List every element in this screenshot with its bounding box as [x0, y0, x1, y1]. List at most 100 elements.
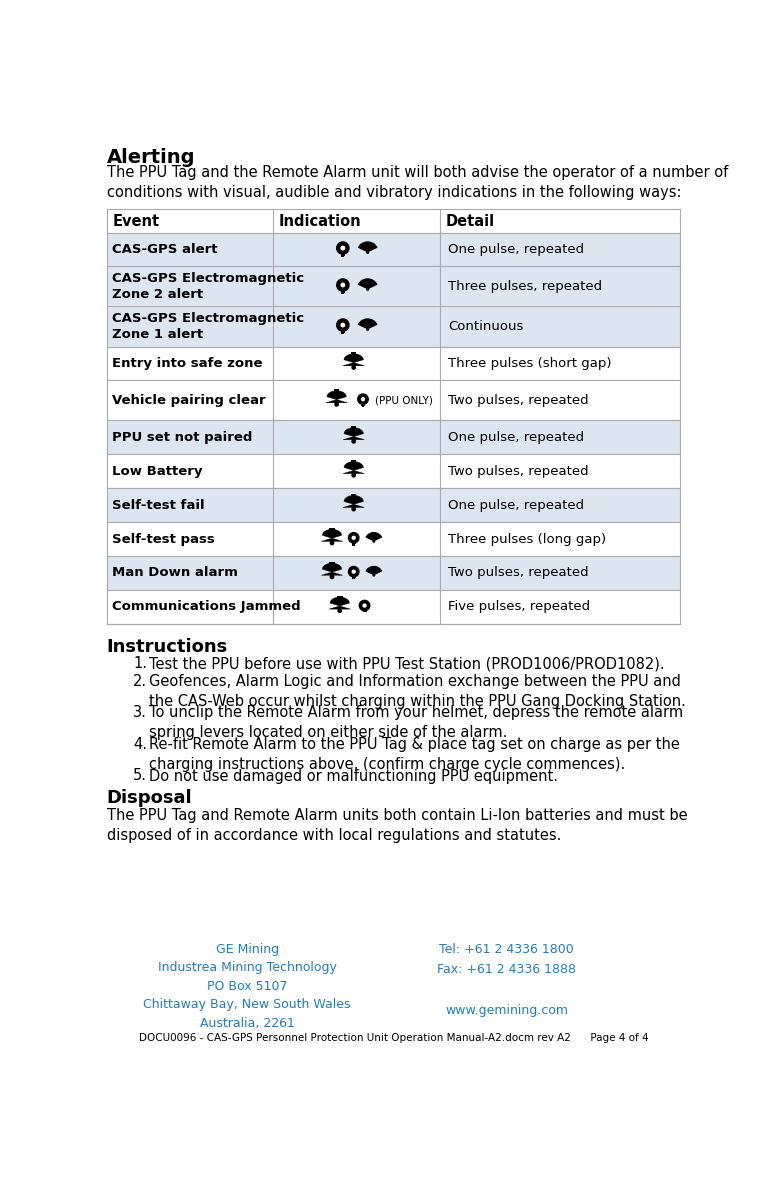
Circle shape: [366, 252, 369, 253]
Circle shape: [353, 536, 355, 540]
Bar: [337, 595, 343, 598]
Circle shape: [349, 567, 359, 576]
Bar: [107, 455, 680, 488]
Bar: [351, 461, 356, 462]
Circle shape: [359, 600, 369, 611]
Bar: [107, 420, 680, 455]
Bar: [353, 541, 355, 543]
Text: Re-fit Remote Alarm to the PPU Tag & place tag set on charge as per the
charging: Re-fit Remote Alarm to the PPU Tag & pla…: [149, 737, 680, 771]
Text: Disposal: Disposal: [107, 789, 193, 808]
Circle shape: [336, 279, 349, 291]
Bar: [107, 346, 680, 380]
Text: One pulse, repeated: One pulse, repeated: [448, 243, 584, 256]
Bar: [353, 575, 355, 576]
Text: Geofences, Alarm Logic and Information exchange between the PPU and
the CAS-Web : Geofences, Alarm Logic and Information e…: [149, 674, 686, 709]
PathPatch shape: [321, 563, 343, 575]
Circle shape: [363, 605, 366, 607]
Circle shape: [352, 508, 356, 511]
Circle shape: [352, 439, 356, 443]
Bar: [351, 426, 356, 429]
Circle shape: [353, 570, 355, 573]
PathPatch shape: [343, 354, 364, 366]
Bar: [329, 528, 335, 530]
Bar: [334, 390, 339, 391]
Circle shape: [366, 288, 369, 291]
Bar: [107, 209, 680, 233]
Text: Self-test pass: Self-test pass: [112, 533, 215, 546]
Bar: [107, 380, 680, 420]
Text: DOCU0096 - CAS-GPS Personnel Protection Unit Operation Manual-A2.docm rev A2    : DOCU0096 - CAS-GPS Personnel Protection …: [139, 1033, 648, 1043]
Text: Test the PPU before use with PPU Test Station (PROD1006/PROD1082).: Test the PPU before use with PPU Test St…: [149, 657, 664, 671]
Circle shape: [358, 394, 368, 404]
Circle shape: [362, 398, 365, 400]
Text: Low Battery: Low Battery: [112, 465, 203, 478]
Text: Two pulses, repeated: Two pulses, repeated: [448, 465, 588, 478]
PathPatch shape: [321, 529, 343, 541]
Text: 5.: 5.: [133, 769, 147, 783]
PathPatch shape: [343, 496, 364, 508]
Circle shape: [341, 324, 345, 327]
Text: The PPU Tag and Remote Alarm units both contain Li-Ion batteries and must be
dis: The PPU Tag and Remote Alarm units both …: [107, 808, 687, 843]
Text: Tel: +61 2 4336 1800
Fax: +61 2 4336 1888

www.gemining.com: Tel: +61 2 4336 1800 Fax: +61 2 4336 188…: [437, 942, 576, 1017]
Text: Event: Event: [112, 214, 160, 229]
Text: Self-test fail: Self-test fail: [112, 498, 205, 511]
Text: Indication: Indication: [279, 214, 362, 229]
Text: Two pulses, repeated: Two pulses, repeated: [448, 394, 588, 407]
Text: (PPU ONLY): (PPU ONLY): [376, 396, 433, 405]
Circle shape: [336, 242, 349, 254]
Circle shape: [341, 247, 345, 249]
Text: Entry into safe zone: Entry into safe zone: [112, 357, 263, 370]
Text: CAS-GPS Electromagnetic
Zone 2 alert: CAS-GPS Electromagnetic Zone 2 alert: [112, 273, 304, 301]
Bar: [107, 556, 680, 589]
Text: 3.: 3.: [133, 705, 147, 720]
Bar: [107, 589, 680, 624]
Bar: [341, 328, 345, 331]
Text: One pulse, repeated: One pulse, repeated: [448, 498, 584, 511]
Text: PPU set not paired: PPU set not paired: [112, 431, 253, 444]
Text: Continuous: Continuous: [448, 320, 523, 333]
Text: Three pulses, repeated: Three pulses, repeated: [448, 280, 602, 293]
Circle shape: [338, 609, 342, 613]
Bar: [363, 608, 366, 611]
Text: CAS-GPS alert: CAS-GPS alert: [112, 243, 218, 256]
Circle shape: [373, 541, 375, 542]
Text: 2.: 2.: [133, 674, 147, 689]
Bar: [107, 307, 680, 346]
Text: One pulse, repeated: One pulse, repeated: [448, 431, 584, 444]
Text: GE Mining
Industrea Mining Technology
PO Box 5107
Chittaway Bay, New South Wales: GE Mining Industrea Mining Technology PO…: [144, 942, 351, 1030]
Circle shape: [330, 541, 333, 544]
PathPatch shape: [326, 391, 347, 403]
Circle shape: [330, 575, 333, 579]
Text: Five pulses, repeated: Five pulses, repeated: [448, 600, 590, 613]
Bar: [351, 494, 356, 496]
Circle shape: [349, 533, 359, 543]
Bar: [107, 233, 680, 267]
Circle shape: [352, 366, 356, 370]
Text: 4.: 4.: [133, 737, 147, 752]
Bar: [362, 403, 364, 404]
Circle shape: [335, 403, 339, 406]
Text: Instructions: Instructions: [107, 638, 228, 655]
Bar: [351, 352, 356, 354]
Text: The PPU Tag and the Remote Alarm unit will both advise the operator of a number : The PPU Tag and the Remote Alarm unit wi…: [107, 165, 728, 201]
PathPatch shape: [329, 598, 350, 609]
Text: Detail: Detail: [445, 214, 495, 229]
Text: Three pulses (long gap): Three pulses (long gap): [448, 533, 606, 546]
Text: To unclip the Remote Alarm from your helmet, depress the remote alarm
spring lev: To unclip the Remote Alarm from your hel…: [149, 705, 683, 740]
PathPatch shape: [343, 462, 364, 474]
Circle shape: [366, 328, 369, 331]
Text: Do not use damaged or malfunctioning PPU equipment.: Do not use damaged or malfunctioning PPU…: [149, 769, 558, 783]
Text: Man Down alarm: Man Down alarm: [112, 567, 238, 580]
Text: CAS-GPS Electromagnetic
Zone 1 alert: CAS-GPS Electromagnetic Zone 1 alert: [112, 312, 304, 341]
Circle shape: [373, 574, 375, 576]
Circle shape: [341, 283, 345, 287]
Text: Alerting: Alerting: [107, 148, 195, 167]
Bar: [341, 288, 345, 291]
PathPatch shape: [343, 428, 364, 439]
Bar: [329, 562, 335, 565]
Bar: [107, 522, 680, 556]
Circle shape: [336, 319, 349, 331]
Text: Two pulses, repeated: Two pulses, repeated: [448, 567, 588, 580]
Text: Communications Jammed: Communications Jammed: [112, 600, 301, 613]
Text: Vehicle pairing clear: Vehicle pairing clear: [112, 394, 266, 407]
